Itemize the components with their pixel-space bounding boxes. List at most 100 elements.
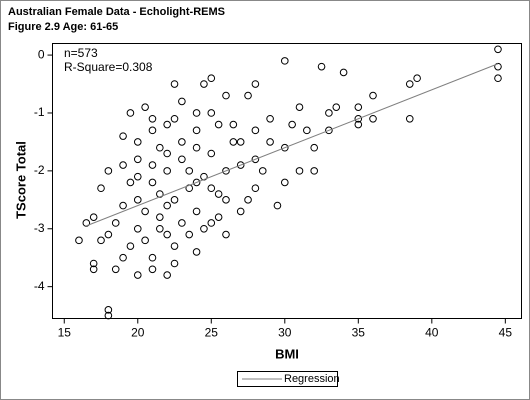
point xyxy=(266,114,274,123)
point xyxy=(251,126,260,135)
point xyxy=(317,62,326,71)
point xyxy=(494,45,502,54)
point xyxy=(163,167,171,175)
point xyxy=(266,138,274,146)
point xyxy=(207,74,216,83)
plot-area xyxy=(52,43,522,319)
x-tick-label: 30 xyxy=(278,326,292,340)
point xyxy=(273,201,282,210)
point xyxy=(339,68,348,77)
x-tick-label: 40 xyxy=(425,326,439,340)
point xyxy=(170,259,179,268)
x-tick-label: 15 xyxy=(58,326,72,340)
point xyxy=(170,196,179,204)
y-tick-label: -1 xyxy=(34,105,45,119)
point xyxy=(185,167,194,175)
point xyxy=(141,207,149,216)
point xyxy=(163,201,171,210)
point xyxy=(494,62,502,71)
point xyxy=(97,236,105,245)
point xyxy=(119,161,127,169)
point xyxy=(75,236,83,245)
point xyxy=(178,138,186,146)
point xyxy=(325,126,333,135)
point xyxy=(156,143,164,152)
point xyxy=(163,120,171,129)
x-tick-label: 20 xyxy=(131,326,145,340)
x-tick-label: 35 xyxy=(352,326,366,340)
point xyxy=(494,74,502,83)
point xyxy=(141,236,149,245)
point xyxy=(148,126,157,135)
point xyxy=(163,230,171,239)
point xyxy=(178,155,186,164)
point xyxy=(207,184,216,193)
point xyxy=(222,196,230,204)
point xyxy=(133,271,142,279)
point xyxy=(192,126,201,135)
point xyxy=(207,109,216,117)
point xyxy=(141,103,149,111)
legend xyxy=(237,371,338,387)
point xyxy=(222,91,230,100)
point xyxy=(214,190,223,198)
point xyxy=(310,143,318,152)
point xyxy=(325,109,333,117)
y-tick-label: 0 xyxy=(38,47,45,61)
point xyxy=(89,259,98,268)
annotation: R-Square=0.308 xyxy=(64,60,153,74)
point xyxy=(200,224,208,233)
point xyxy=(133,155,142,164)
point xyxy=(126,109,135,117)
point xyxy=(192,143,201,152)
legend-label: Regression xyxy=(284,373,340,385)
point xyxy=(111,219,120,227)
point xyxy=(119,253,127,262)
point xyxy=(244,91,252,100)
point xyxy=(89,213,98,221)
point xyxy=(170,114,179,123)
point xyxy=(280,178,289,187)
point xyxy=(133,224,142,233)
point xyxy=(192,207,201,216)
point xyxy=(178,219,186,227)
point xyxy=(148,265,157,274)
point xyxy=(119,132,127,140)
point xyxy=(214,120,223,129)
point xyxy=(133,172,142,181)
point xyxy=(148,114,157,123)
y-tick-label: -4 xyxy=(34,279,45,293)
point xyxy=(295,103,304,111)
point xyxy=(207,219,216,227)
point xyxy=(369,91,377,100)
point xyxy=(236,138,245,146)
point xyxy=(104,230,113,239)
point xyxy=(405,80,414,88)
point xyxy=(133,196,142,204)
chart-subtitle: Figure 2.9 Age: 61-65 xyxy=(8,21,118,33)
point xyxy=(413,74,421,83)
point xyxy=(163,271,171,279)
point xyxy=(244,196,252,204)
regression-line xyxy=(86,63,499,227)
point xyxy=(303,126,311,135)
point xyxy=(133,138,142,146)
x-axis-label: BMI xyxy=(275,346,299,361)
point xyxy=(104,311,113,320)
point xyxy=(236,161,245,169)
point xyxy=(192,178,201,187)
point xyxy=(214,213,223,221)
point xyxy=(222,167,230,175)
point xyxy=(354,103,363,111)
point xyxy=(178,97,186,106)
point xyxy=(280,57,289,65)
x-tick-label: 25 xyxy=(205,326,219,340)
point xyxy=(251,80,260,88)
y-tick-label: -2 xyxy=(34,163,45,177)
point xyxy=(119,201,127,210)
point xyxy=(207,149,216,158)
point xyxy=(97,184,105,193)
point xyxy=(288,120,296,129)
point xyxy=(104,306,113,314)
